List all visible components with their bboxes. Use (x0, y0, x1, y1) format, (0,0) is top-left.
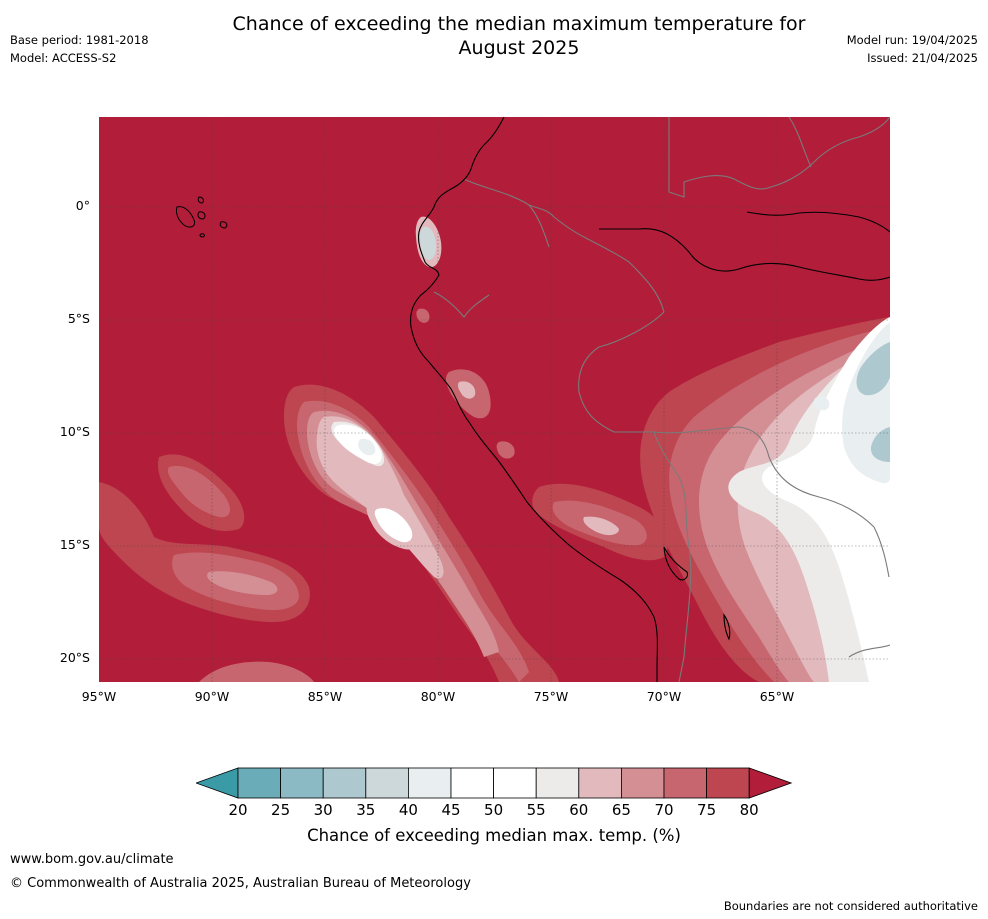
colorbar-segment-50-55 (493, 767, 537, 799)
colorbar-tick-label: 30 (313, 801, 333, 819)
contour-35-inland-north (856, 342, 890, 396)
colorbar-tick-label: 65 (611, 801, 631, 819)
colorbar-tick-label: 75 (697, 801, 717, 819)
colorbar-segment-30-35 (322, 767, 367, 799)
footer-copyright: © Commonwealth of Australia 2025, Austra… (10, 876, 471, 891)
galapagos-islands (176, 196, 228, 238)
colorbar-segment-45-50 (450, 767, 494, 799)
lat-label-15s: 15°S (59, 537, 90, 552)
colorbar-tick-label: 45 (441, 801, 461, 819)
issued-text: Issued: 21/04/2025 (867, 51, 978, 65)
colorbar-segment-75-80 (706, 767, 750, 799)
map-title-line1: Chance of exceeding the median maximum t… (232, 13, 806, 35)
contour-40-north-core (358, 438, 376, 456)
lon-label-95w: 95°W (81, 689, 117, 704)
colorbar-extend-high (748, 767, 793, 799)
colorbar-tick-label: 35 (356, 801, 376, 819)
colorbar-tick-label: 20 (228, 801, 248, 819)
contour-40-ecuador-coast (420, 226, 436, 260)
colorbar-segment-25-30 (280, 767, 324, 799)
lat-label-5s: 5°S (67, 311, 90, 326)
colorbar-tick-label: 50 (484, 801, 504, 819)
lon-label-90w: 90°W (194, 689, 230, 704)
colorbar-extend-low (196, 767, 239, 799)
contour-70-coast-mid (496, 441, 515, 459)
country-borders (433, 117, 890, 682)
coastlines (410, 117, 890, 682)
footer-disclaimer: Boundaries are not considered authoritat… (723, 899, 978, 913)
model-text: Model: ACCESS-S2 (10, 51, 117, 65)
lon-label-65w: 65°W (759, 689, 795, 704)
colorbar-segment-40-45 (407, 767, 452, 799)
meta-right: Model run: 19/04/2025 Issued: 21/04/2025 (847, 31, 978, 67)
meta-left: Base period: 1981-2018 Model: ACCESS-S2 (10, 31, 149, 67)
lon-label-70w: 70°W (646, 689, 682, 704)
contour-40-inland-pocket (813, 396, 830, 411)
colorbar-segment-55-60 (535, 767, 580, 799)
lon-label-75w: 75°W (533, 689, 569, 704)
forecast-map (99, 117, 890, 682)
base-period-text: Base period: 1981-2018 (10, 33, 149, 47)
colorbar-title: Chance of exceeding median max. temp. (%… (307, 826, 681, 845)
contour-75-bottom (199, 661, 314, 682)
contour-35-inland-south (870, 427, 890, 462)
colorbar-tick-label: 55 (526, 801, 546, 819)
lat-label-20s: 20°S (59, 650, 90, 665)
lon-label-80w: 80°W (420, 689, 456, 704)
lon-label-85w: 85°W (307, 689, 343, 704)
map-title: Chance of exceeding the median maximum t… (0, 12, 988, 60)
gridlines (99, 117, 890, 682)
model-run-text: Model run: 19/04/2025 (846, 33, 978, 47)
contour-70-ecuador (416, 308, 430, 323)
colorbar-segment-60-65 (578, 767, 622, 799)
contour-60-peru-south (583, 516, 619, 536)
lat-label-0: 0° (75, 198, 90, 213)
colorbar-segment-35-40 (365, 767, 409, 799)
colorbar-segment-70-75 (663, 767, 707, 799)
contour-60-coast-north (457, 381, 476, 399)
footer-url: www.bom.gov.au/climate (10, 852, 174, 867)
colorbar (196, 767, 793, 799)
colorbar-segment-65-70 (620, 767, 665, 799)
contour-70-west (167, 466, 231, 518)
contour-50-south-blob (374, 508, 413, 543)
lat-label-10s: 10°S (59, 424, 90, 439)
contour-65-southwest (207, 571, 278, 595)
colorbar-tick-label: 40 (398, 801, 418, 819)
colorbar-tick-label: 25 (271, 801, 291, 819)
colorbar-tick-label: 80 (739, 801, 759, 819)
colorbar-tick-label: 60 (569, 801, 589, 819)
colorbar-segment-20-25 (237, 767, 281, 799)
map-title-line2: August 2025 (458, 37, 580, 59)
colorbar-tick-label: 70 (654, 801, 674, 819)
